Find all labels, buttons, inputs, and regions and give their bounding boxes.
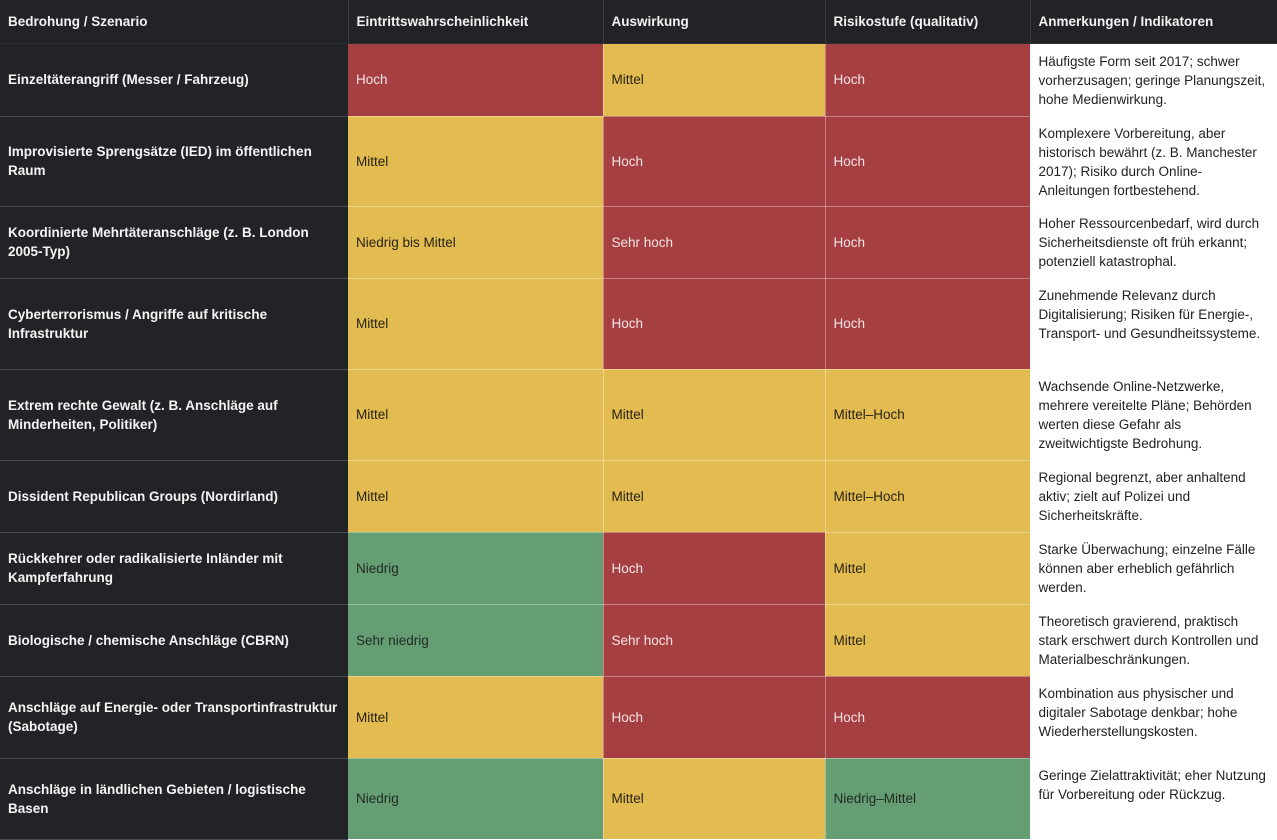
risk-cell: Mittel–Hoch — [825, 369, 1031, 461]
risk-cell: Hoch — [825, 676, 1031, 759]
likelihood-cell: Mittel — [348, 369, 604, 461]
table-row: Anschläge in ländlichen Gebieten / logis… — [0, 758, 1277, 840]
notes-cell: Zunehmende Relevanz durch Digitalisierun… — [1030, 278, 1277, 369]
likelihood-cell: Niedrig bis Mittel — [348, 206, 604, 279]
notes-cell: Häufigste Form seit 2017; schwer vorherz… — [1030, 43, 1277, 116]
notes-cell: Theoretisch gravierend, praktisch stark … — [1030, 604, 1277, 676]
impact-cell: Mittel — [603, 758, 826, 840]
risk-cell: Mittel — [825, 604, 1031, 677]
table-row: Rückkehrer oder radikalisierte Inländer … — [0, 532, 1277, 605]
header-notes: Anmerkungen / Indikatoren — [1030, 0, 1277, 44]
scenario-cell: Extrem rechte Gewalt (z. B. Anschläge au… — [0, 369, 348, 461]
risk-cell: Hoch — [825, 43, 1031, 117]
likelihood-cell: Sehr niedrig — [348, 604, 604, 677]
header-impact: Auswirkung — [603, 0, 826, 44]
likelihood-cell: Mittel — [348, 278, 604, 370]
impact-cell: Mittel — [603, 460, 826, 533]
table-row: Koordinierte Mehrtäteranschläge (z. B. L… — [0, 206, 1277, 279]
likelihood-cell: Hoch — [348, 43, 604, 117]
table-row: Dissident Republican Groups (Nordirland)… — [0, 460, 1277, 533]
scenario-cell: Rückkehrer oder radikalisierte Inländer … — [0, 532, 348, 605]
table-row: Cyberterrorismus / Angriffe auf kritisch… — [0, 278, 1277, 370]
notes-cell: Starke Überwachung; einzelne Fälle könne… — [1030, 532, 1277, 604]
header-scenario: Bedrohung / Szenario — [0, 0, 349, 44]
likelihood-cell: Mittel — [348, 116, 604, 207]
likelihood-cell: Mittel — [348, 676, 604, 759]
risk-cell: Hoch — [825, 206, 1031, 279]
scenario-cell: Koordinierte Mehrtäteranschläge (z. B. L… — [0, 206, 348, 279]
impact-cell: Hoch — [603, 116, 826, 207]
scenario-cell: Improvisierte Sprengsätze (IED) im öffen… — [0, 116, 348, 207]
scenario-cell: Cyberterrorismus / Angriffe auf kritisch… — [0, 278, 348, 370]
scenario-cell: Dissident Republican Groups (Nordirland) — [0, 460, 348, 533]
scenario-cell: Biologische / chemische Anschläge (CBRN) — [0, 604, 348, 677]
risk-cell: Hoch — [825, 116, 1031, 207]
table-row: Extrem rechte Gewalt (z. B. Anschläge au… — [0, 369, 1277, 461]
likelihood-cell: Niedrig — [348, 758, 604, 840]
table-row: Einzeltäterangriff (Messer / Fahrzeug) H… — [0, 43, 1277, 117]
scenario-cell: Einzeltäterangriff (Messer / Fahrzeug) — [0, 43, 348, 117]
risk-cell: Mittel — [825, 532, 1031, 605]
impact-cell: Sehr hoch — [603, 604, 826, 677]
header-likelihood: Eintrittswahrscheinlichkeit — [348, 0, 604, 44]
scenario-cell: Anschläge auf Energie- oder Transportinf… — [0, 676, 348, 759]
impact-cell: Sehr hoch — [603, 206, 826, 279]
impact-cell: Mittel — [603, 43, 826, 117]
table-row: Anschläge auf Energie- oder Transportinf… — [0, 676, 1277, 759]
impact-cell: Hoch — [603, 278, 826, 370]
notes-cell: Wachsende Online-Netzwerke, mehrere vere… — [1030, 369, 1277, 460]
risk-cell: Niedrig–Mittel — [825, 758, 1031, 840]
likelihood-cell: Mittel — [348, 460, 604, 533]
notes-cell: Regional begrenzt, aber anhaltend aktiv;… — [1030, 460, 1277, 532]
header-row: Bedrohung / Szenario Eintrittswahrschein… — [0, 0, 1277, 44]
notes-cell: Geringe Zielattraktivität; eher Nutzung … — [1030, 758, 1277, 839]
risk-cell: Mittel–Hoch — [825, 460, 1031, 533]
notes-cell: Kombination aus physischer und digitaler… — [1030, 676, 1277, 758]
header-risk: Risikostufe (qualitativ) — [825, 0, 1031, 44]
table-row: Biologische / chemische Anschläge (CBRN)… — [0, 604, 1277, 677]
scenario-cell: Anschläge in ländlichen Gebieten / logis… — [0, 758, 348, 840]
impact-cell: Mittel — [603, 369, 826, 461]
likelihood-cell: Niedrig — [348, 532, 604, 605]
notes-cell: Komplexere Vorbereitung, aber historisch… — [1030, 116, 1277, 206]
impact-cell: Hoch — [603, 676, 826, 759]
risk-cell: Hoch — [825, 278, 1031, 370]
notes-cell: Hoher Ressourcenbedarf, wird durch Siche… — [1030, 206, 1277, 278]
impact-cell: Hoch — [603, 532, 826, 605]
table-row: Improvisierte Sprengsätze (IED) im öffen… — [0, 116, 1277, 207]
